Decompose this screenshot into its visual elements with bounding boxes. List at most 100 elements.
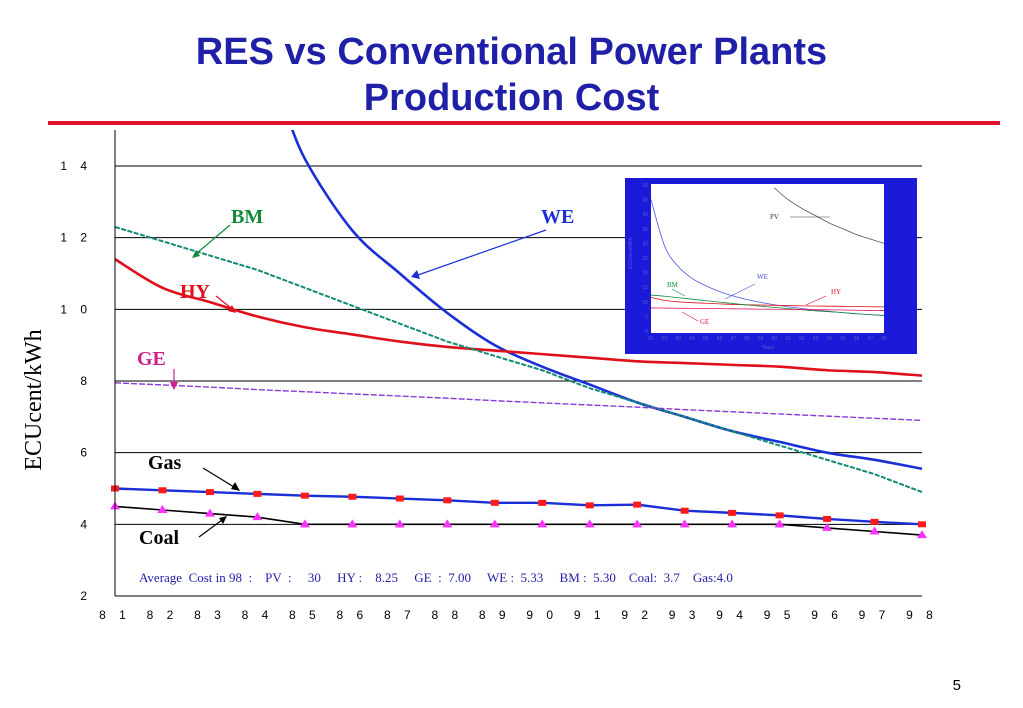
series-line-ge	[115, 382, 923, 422]
x-tick-label: 8 2	[147, 608, 179, 622]
inset-x-tick: 91	[785, 336, 791, 342]
inset-y-tick: 10	[642, 300, 648, 306]
x-tick-label: 9 6	[811, 608, 843, 622]
y-axis-label: ECUcent/kWh	[21, 329, 47, 470]
marker-gas	[775, 512, 784, 519]
y-tick-label: 1 0	[60, 302, 92, 316]
marker-coal	[299, 519, 310, 528]
marker-gas	[158, 487, 167, 494]
marker-gas	[253, 490, 262, 497]
title-divider	[48, 121, 1000, 125]
marker-coal	[157, 505, 168, 513]
page-number: 5	[952, 677, 961, 694]
x-tick-label: 9 0	[526, 608, 558, 622]
marker-gas	[348, 493, 357, 500]
marker-coal	[204, 508, 215, 517]
label-gas: Gas	[148, 452, 182, 474]
series-line-hy	[115, 258, 923, 377]
inset-y-tick: 0	[645, 329, 648, 335]
x-tick-label: 8 3	[194, 608, 226, 622]
inset-y-tick: 45	[642, 198, 648, 204]
series-lines	[115, 130, 923, 536]
marker-coal	[537, 519, 548, 528]
y-tick-label: 2	[80, 589, 92, 603]
series-line-coal	[115, 505, 923, 536]
y-tick-label: 1 2	[60, 231, 92, 245]
inset-y-tick: 30	[642, 241, 648, 247]
marker-coal	[489, 519, 500, 528]
x-tick-label: 8 5	[289, 608, 321, 622]
x-tick-label: 9 7	[859, 608, 891, 622]
x-tick-label: 9 3	[669, 608, 701, 622]
marker-coal	[252, 512, 263, 521]
x-tick-label: 9 8	[906, 608, 938, 622]
arrow-bm	[196, 224, 231, 254]
series-markers	[110, 485, 927, 539]
slide-title-line-1: RES vs Conventional Power Plants	[195, 31, 828, 73]
inset-y-tick: 50	[642, 183, 648, 189]
inset-y-tick: 35	[642, 227, 648, 233]
marker-gas	[870, 518, 879, 525]
inset-label-hy: HY	[831, 288, 841, 296]
label-hy: HY	[180, 281, 211, 303]
y-tick-label: 6	[80, 446, 92, 460]
inset-series-hy	[651, 297, 884, 308]
inset-label-ge: GE	[700, 318, 709, 326]
arrowhead-gas	[231, 482, 240, 491]
inset-label-pv: PV	[770, 213, 779, 221]
y-tick-label: 4	[80, 517, 92, 531]
inset-y-tick: 15	[642, 285, 648, 291]
marker-gas	[443, 497, 452, 504]
inset-label-we: WE	[757, 273, 768, 281]
x-tick-label: 8 8	[431, 608, 463, 622]
inset-x-tick: 81	[648, 336, 654, 342]
x-tick-label: 9 1	[574, 608, 606, 622]
inset-x-tick: 88	[744, 336, 750, 342]
marker-coal	[679, 519, 690, 528]
inset-y-tick: 25	[642, 256, 648, 262]
arrow-coal	[198, 519, 223, 538]
inset-series-pv	[774, 187, 884, 244]
inset-x-tick: 94	[826, 336, 832, 342]
arrowhead-we	[411, 270, 420, 279]
x-tick-label: 9 5	[764, 608, 796, 622]
inset-x-tick: 82	[662, 336, 668, 342]
marker-coal	[442, 519, 453, 528]
arrowhead-ge	[170, 382, 178, 390]
inset-series-ge	[651, 307, 884, 311]
x-tick-label: 8 7	[384, 608, 416, 622]
marker-gas	[728, 509, 737, 516]
inset-x-tick: 93	[813, 336, 819, 342]
x-tick-label: 9 4	[716, 608, 748, 622]
label-coal: Coal	[139, 527, 179, 549]
marker-gas	[395, 495, 404, 502]
arrow-gas	[202, 467, 235, 488]
marker-gas	[585, 502, 594, 509]
inset-x-tick: 90	[772, 336, 778, 342]
series-line-bm	[115, 225, 923, 494]
inset-x-tick: 96	[854, 336, 860, 342]
inset-plot-area	[651, 184, 884, 333]
inset-x-tick: 89	[758, 336, 764, 342]
arrowhead-hy	[228, 305, 236, 313]
marker-gas	[680, 507, 689, 514]
x-tick-label: 8 1	[99, 608, 131, 622]
marker-gas	[300, 492, 309, 499]
y-tick-label: 1 4	[60, 159, 92, 173]
inset-y-tick: 40	[642, 212, 648, 218]
series-line-we	[291, 130, 923, 471]
inset-arrows	[671, 216, 830, 322]
slide-title-line-2: Production Cost	[363, 77, 660, 119]
label-ge: GE	[137, 348, 166, 370]
marker-coal	[822, 522, 833, 531]
x-tick-label: 8 9	[479, 608, 511, 622]
x-tick-label: 8 4	[242, 608, 274, 622]
marker-gas	[205, 489, 214, 496]
marker-coal	[774, 519, 785, 528]
inset-x-tick: 98	[881, 336, 887, 342]
marker-gas	[823, 515, 832, 522]
inset-x-tick: 95	[840, 336, 846, 342]
inset-x-label: Years	[762, 345, 775, 351]
